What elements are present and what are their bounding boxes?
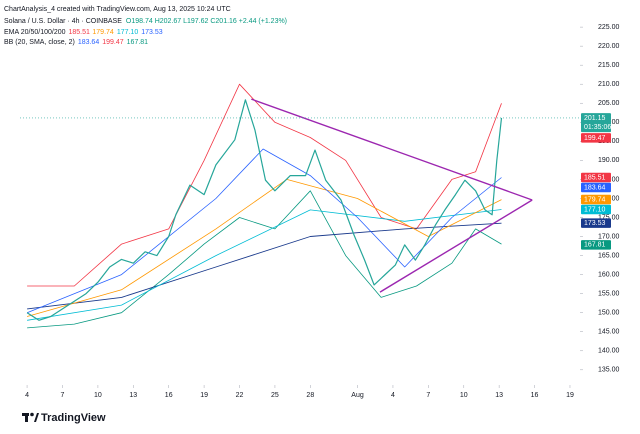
- bb-label: BB (20, SMA, close, 2): [4, 39, 75, 46]
- price-badge: [581, 182, 611, 193]
- y-tick-label: 210.00: [598, 81, 620, 88]
- trendline: [379, 199, 533, 293]
- price-badge: [581, 194, 611, 205]
- y-tick-label: 155.00: [598, 290, 620, 297]
- ema-value: 185.51: [69, 29, 91, 36]
- price-badge-label: 185.51: [584, 174, 606, 181]
- y-tick-label: 205.00: [598, 100, 620, 107]
- x-tick-label: 28: [306, 392, 314, 399]
- price-badge-label: 173.53: [584, 220, 606, 227]
- ema-value: 179.74: [92, 29, 114, 36]
- y-tick-label: 140.00: [598, 348, 620, 355]
- ohlc: O198.74 H202.67 L197.62 C201.16 +2.44 (+…: [126, 18, 287, 25]
- price-badge-label: 177.10: [584, 206, 606, 213]
- credit: ChartAnalysis_4 created with TradingView…: [4, 6, 231, 13]
- price-badge-label: 179.74: [584, 196, 606, 203]
- bb-value: 199.47: [102, 39, 124, 46]
- symbol: Solana / U.S. Dollar · 4h · COINBASE: [4, 18, 122, 25]
- brand: TradingView: [41, 412, 106, 424]
- price-badge: [581, 113, 611, 133]
- ema-value: 173.53: [141, 29, 163, 36]
- y-tick-label: 150.00: [598, 310, 620, 317]
- ema-legend: EMA 20/50/100/200 185.51 179.74 177.10 173.5…: [4, 29, 163, 36]
- price-badge: [581, 133, 611, 143]
- x-tick-label: 25: [271, 392, 279, 399]
- symbol-legend: Solana / U.S. Dollar · 4h · COINBASE O198…: [4, 18, 287, 25]
- price-badge-label: 183.64: [584, 184, 606, 191]
- bb-value: 183.64: [78, 39, 100, 46]
- series-line: [27, 209, 502, 321]
- y-tick-label: 190.00: [598, 157, 620, 164]
- bb-value: 167.81: [127, 39, 149, 46]
- price-badge: [581, 240, 611, 250]
- y-tick-label: 135.00: [598, 367, 620, 374]
- y-tick-label: 160.00: [598, 271, 620, 278]
- bb-legend: BB (20, SMA, close, 2) 183.64 199.47 167.81: [4, 39, 148, 46]
- x-tick-label: 4: [391, 392, 395, 399]
- y-tick-label: 225.00: [598, 24, 620, 31]
- x-tick-label: Aug: [351, 392, 364, 399]
- x-tick-label: 13: [129, 392, 137, 399]
- series-line: [26, 99, 503, 321]
- y-tick-label: 220.00: [598, 43, 620, 50]
- ema-value: 177.10: [117, 29, 139, 36]
- x-tick-label: 7: [61, 392, 65, 399]
- x-tick-label: 10: [94, 392, 102, 399]
- x-tick-label: 13: [495, 392, 503, 399]
- x-tick-label: 22: [236, 392, 244, 399]
- y-tick-label: 175.00: [598, 214, 620, 221]
- price-badge-label: 167.81: [584, 242, 606, 249]
- x-tick-label: 10: [460, 392, 468, 399]
- price-badge-label: 201.15: [584, 115, 606, 122]
- series-line: [27, 83, 502, 287]
- countdown: 01:35:06: [584, 124, 611, 131]
- y-tick-label: 170.00: [598, 233, 620, 240]
- x-tick-label: 16: [165, 392, 173, 399]
- x-tick-label: 19: [566, 392, 574, 399]
- brand-logo: [22, 412, 39, 422]
- y-tick-label: 145.00: [598, 329, 620, 336]
- series-line: [26, 148, 502, 314]
- trendline: [251, 98, 533, 201]
- price-badge: [581, 218, 611, 228]
- series-line: [27, 190, 502, 329]
- y-tick-label: 215.00: [598, 62, 620, 69]
- price-badge: [581, 204, 611, 215]
- x-tick-label: 16: [531, 392, 539, 399]
- x-tick-label: 7: [426, 392, 430, 399]
- price-badge-label: 199.47: [584, 135, 606, 142]
- x-tick-label: 4: [25, 392, 29, 399]
- y-tick-label: 165.00: [598, 252, 620, 259]
- series-line: [27, 222, 502, 310]
- ema-label: EMA 20/50/100/200: [4, 29, 66, 36]
- x-tick-label: 19: [200, 392, 208, 399]
- price-badge: [581, 172, 611, 183]
